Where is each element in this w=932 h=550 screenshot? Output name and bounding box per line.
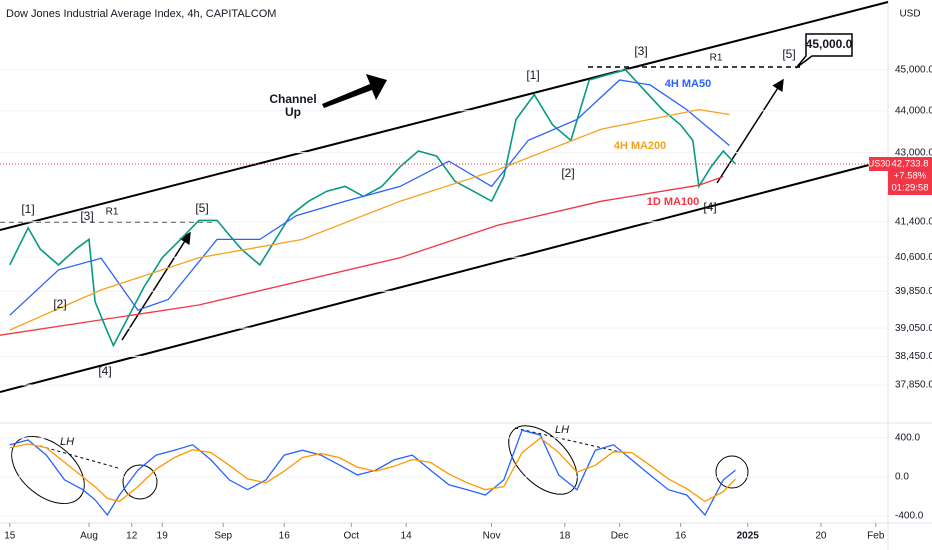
annotation: [4] xyxy=(703,200,716,214)
trend-arrow xyxy=(322,74,387,108)
x-tick-label: Dec xyxy=(611,531,629,542)
x-tick-label: 14 xyxy=(401,531,413,542)
annotation: LH xyxy=(60,436,74,448)
symbol-tag-label: US30 xyxy=(868,158,891,168)
symbol-tag xyxy=(869,156,889,171)
annotation: [4] xyxy=(98,364,111,378)
x-tick-label: 15 xyxy=(4,531,16,542)
annotation: [3] xyxy=(634,44,647,58)
ma-label: 4H MA50 xyxy=(665,78,711,90)
series-line xyxy=(9,108,730,331)
x-tick-label: Oct xyxy=(344,531,360,542)
ma-label: 4H MA200 xyxy=(614,140,667,152)
annotation: [5] xyxy=(195,201,208,215)
currency: USD xyxy=(899,9,920,20)
annotation: Channel xyxy=(269,92,316,106)
chart-title: Dow Jones Industrial Average Index, 4h, … xyxy=(6,8,276,20)
series-line xyxy=(9,429,736,517)
y-tick-label: 37,850.0 xyxy=(895,380,932,391)
annotation: LH xyxy=(555,424,569,436)
price-tag-label: +7.58% xyxy=(894,171,927,182)
price-tag-label: 01:29:58 xyxy=(892,183,929,194)
y-tick-label: 40,600.0 xyxy=(895,252,932,263)
annotation: 45,000.0 xyxy=(806,37,853,51)
annotation: [2] xyxy=(53,297,66,311)
projection-arrow xyxy=(121,231,191,341)
annotation: [3] xyxy=(80,209,93,223)
annotation: Up xyxy=(285,105,301,119)
x-tick-label: 20 xyxy=(815,531,827,542)
macd-circle xyxy=(715,455,749,489)
x-tick-label: 12 xyxy=(126,531,138,542)
y-tick-label: 43,000.0 xyxy=(895,147,932,158)
y-tick-label: 400.0 xyxy=(895,433,920,444)
y-tick-label: 44,000.0 xyxy=(895,105,932,116)
projection-arrow xyxy=(716,78,784,184)
y-tick-label: -400.0 xyxy=(895,511,924,522)
series-line xyxy=(9,437,736,503)
x-tick-label: Aug xyxy=(80,531,98,542)
annotation: [1] xyxy=(21,202,34,216)
x-tick-label: 16 xyxy=(675,531,687,542)
y-tick-label: 38,450.0 xyxy=(895,351,932,362)
y-tick-label: 45,000.0 xyxy=(895,65,932,76)
annotation: [5] xyxy=(782,47,795,61)
x-tick-label: 19 xyxy=(157,531,169,542)
price-tag xyxy=(888,156,932,195)
x-tick-label: 18 xyxy=(559,531,571,542)
target-callout xyxy=(795,33,853,69)
y-tick-label: 41,400.0 xyxy=(895,216,932,227)
series-line xyxy=(9,79,730,316)
series-line xyxy=(0,175,724,336)
x-tick-label: Sep xyxy=(214,531,232,542)
x-tick-label: 2025 xyxy=(737,531,760,542)
y-tick-label: 39,850.0 xyxy=(895,286,932,297)
lh-line xyxy=(39,445,119,469)
annotation: [1] xyxy=(526,68,539,82)
annotation: R1 xyxy=(106,207,119,218)
x-tick-label: Nov xyxy=(483,531,501,542)
price-tag-label: 42,733.8 xyxy=(892,159,929,170)
macd-circle xyxy=(122,464,158,500)
channel-upper xyxy=(0,1,889,231)
annotation: R1 xyxy=(710,53,723,64)
ma-label: 1D MA100 xyxy=(647,196,700,208)
x-tick-label: 16 xyxy=(279,531,291,542)
y-tick-label: 39,050.0 xyxy=(895,323,932,334)
annotation: [2] xyxy=(561,166,574,180)
x-tick-label: Feb xyxy=(867,531,885,542)
y-tick-label: 0.0 xyxy=(895,472,909,483)
channel-lower xyxy=(0,159,889,393)
